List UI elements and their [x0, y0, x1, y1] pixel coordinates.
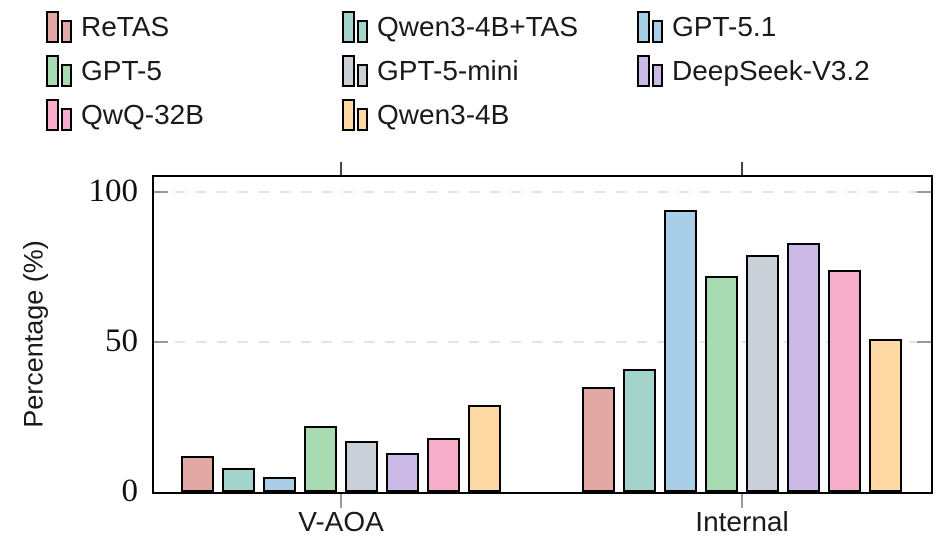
bar-v-aoa-gpt-5	[304, 426, 337, 492]
y-tick-mark	[154, 191, 168, 193]
legend-swatch-gpt-5	[46, 54, 72, 87]
bar-internal-qwq-32b	[828, 270, 861, 492]
legend-swatch-bar-short	[357, 108, 368, 131]
bar-internal-qwen3-4b-tas	[623, 369, 656, 492]
legend-entry-gpt-5-1: GPT-5.1	[637, 10, 870, 43]
legend-swatch-bar-tall	[637, 11, 650, 43]
bar-v-aoa-deepseek-v3-2	[386, 453, 419, 492]
bar-internal-deepseek-v3-2	[787, 243, 820, 492]
legend-label: Qwen3-4B+TAS	[377, 11, 579, 42]
y-tick-mark	[917, 341, 931, 343]
legend-label: DeepSeek-V3.2	[672, 55, 870, 86]
legend-swatch-bar-short	[61, 108, 72, 131]
x-category-label-v-aoa: V-AOA	[298, 506, 384, 537]
legend-entry-retas: ReTAS	[46, 10, 342, 43]
x-tick-mark	[741, 494, 743, 508]
legend-entry-gpt-5-mini: GPT-5-mini	[342, 54, 637, 87]
plot-area	[152, 175, 933, 494]
legend-swatch-bar-tall	[46, 99, 59, 131]
legend-entry-gpt-5: GPT-5	[46, 54, 342, 87]
legend-swatch-bar-tall	[46, 55, 59, 87]
bar-internal-retas	[582, 387, 615, 492]
bar-internal-qwen3-4b	[869, 339, 902, 492]
legend-swatch-retas	[46, 10, 72, 43]
legend-entry-deepseek-v3-2: DeepSeek-V3.2	[637, 54, 870, 87]
legend-swatch-bar-tall	[342, 55, 355, 87]
x-tick-mark	[340, 162, 342, 175]
y-tick-label-50: 50	[105, 322, 138, 359]
legend-label: GPT-5-mini	[377, 55, 519, 86]
x-tick-mark	[741, 162, 743, 175]
legend-label: ReTAS	[81, 11, 170, 42]
bar-v-aoa-qwen3-4b	[468, 405, 501, 492]
bar-v-aoa-gpt-5-1	[263, 477, 296, 492]
legend-swatch-gpt-5-1	[637, 10, 663, 43]
legend-swatch-bar-short	[652, 20, 663, 43]
gridline-y-50	[154, 341, 931, 343]
y-tick-label-100: 100	[88, 172, 139, 209]
legend-swatch-deepseek-v3-2	[637, 54, 663, 87]
bar-group-v-aoa	[181, 405, 501, 492]
legend-entry-qwq-32b: QwQ-32B	[46, 98, 342, 131]
bar-group-internal	[582, 210, 902, 492]
y-tick-mark	[917, 191, 931, 193]
legend-swatch-bar-short	[61, 20, 72, 43]
x-category-label-internal: Internal	[695, 506, 789, 537]
bar-internal-gpt-5	[705, 276, 738, 492]
bar-internal-gpt-5-mini	[746, 255, 779, 492]
legend-label: Qwen3-4B	[377, 99, 510, 130]
legend-label: GPT-5.1	[672, 11, 777, 42]
legend-label: GPT-5	[81, 55, 162, 86]
y-tick-mark	[154, 341, 168, 343]
legend-swatch-gpt-5-mini	[342, 54, 368, 87]
chart-legend: ReTAS Qwen3-4B+TAS GPT-5.1 GPT-5 GPT-5-mini D…	[46, 10, 870, 142]
legend-label: QwQ-32B	[81, 99, 204, 130]
legend-swatch-bar-short	[61, 64, 72, 87]
bar-v-aoa-retas	[181, 456, 214, 492]
x-tick-mark	[340, 494, 342, 508]
legend-swatch-bar-short	[357, 64, 368, 87]
legend-entry-qwen3-4b-tas: Qwen3-4B+TAS	[342, 10, 637, 43]
legend-swatch-bar-tall	[637, 55, 650, 87]
bar-v-aoa-qwq-32b	[427, 438, 460, 492]
legend-swatch-bar-tall	[342, 99, 355, 131]
bar-v-aoa-gpt-5-mini	[345, 441, 378, 492]
legend-swatch-bar-short	[652, 64, 663, 87]
bar-v-aoa-qwen3-4b-tas	[222, 468, 255, 492]
legend-swatch-bar-tall	[46, 11, 59, 43]
gridline-y-100	[154, 191, 931, 193]
legend-entry-qwen3-4b: Qwen3-4B	[342, 98, 637, 131]
legend-swatch-bar-tall	[342, 11, 355, 43]
legend-swatch-qwq-32b	[46, 98, 72, 131]
legend-swatch-qwen3-4b	[342, 98, 368, 131]
y-tick-label-0: 0	[121, 472, 139, 509]
legend-swatch-qwen3-4b-tas	[342, 10, 368, 43]
legend-swatch-bar-short	[357, 20, 368, 43]
bar-internal-gpt-5-1	[664, 210, 697, 492]
